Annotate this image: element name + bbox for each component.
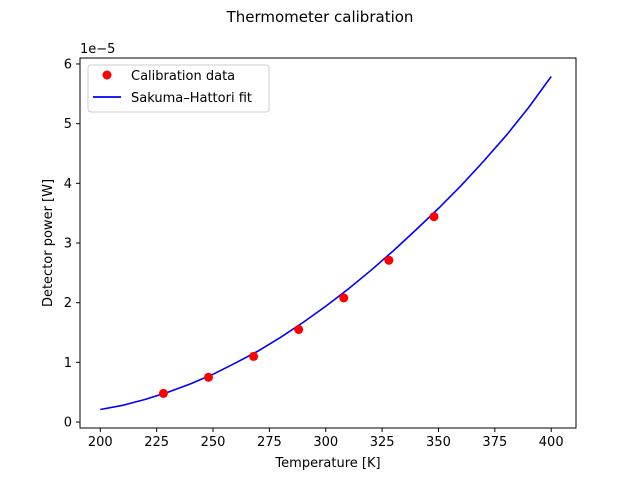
y-axis-label: Detector power [W]: [41, 179, 56, 307]
data-point: [294, 325, 304, 335]
y-tick-label: 1: [64, 356, 72, 371]
data-point: [339, 293, 349, 303]
y-tick-label: 0: [64, 416, 72, 431]
data-point: [158, 388, 168, 398]
y-axis: 0 1 2 3 4 5 6: [64, 57, 80, 431]
legend-frame: [87, 64, 270, 113]
data-point: [249, 351, 259, 361]
x-tick-label: 325: [370, 435, 395, 450]
y-offset-label: 1e−5: [80, 42, 115, 57]
x-tick-label: 400: [539, 435, 564, 450]
x-tick-label: 350: [426, 435, 451, 450]
data-point: [429, 212, 439, 222]
series-layer: [100, 76, 552, 411]
x-axis-label: Temperature [K]: [274, 456, 380, 471]
legend-marker-calibration-data: [102, 70, 112, 80]
series-line-sakuma-hattori-fit: [100, 76, 552, 411]
legend-label-calibration-data: Calibration data: [131, 69, 235, 84]
chart-title: Thermometer calibration: [226, 8, 414, 26]
legend: Calibration data Sakuma–Hattori fit: [87, 64, 270, 113]
plot-area: [100, 76, 552, 411]
data-point: [204, 372, 214, 382]
y-tick-label: 5: [64, 117, 72, 132]
x-tick-label: 300: [313, 435, 338, 450]
x-tick-label: 200: [88, 435, 113, 450]
y-tick-label: 3: [64, 237, 72, 252]
y-tick-label: 6: [64, 57, 72, 72]
y-tick-label: 4: [64, 177, 72, 192]
x-tick-label: 375: [482, 435, 507, 450]
x-tick-label: 250: [201, 435, 226, 450]
data-point: [384, 255, 394, 265]
x-tick-label: 225: [144, 435, 169, 450]
legend-label-sakuma-hattori-fit: Sakuma–Hattori fit: [131, 91, 252, 106]
x-tick-label: 275: [257, 435, 282, 450]
x-axis: 200 225 250 275 300 325 350 375 400: [88, 428, 564, 450]
y-tick-label: 2: [64, 296, 72, 311]
